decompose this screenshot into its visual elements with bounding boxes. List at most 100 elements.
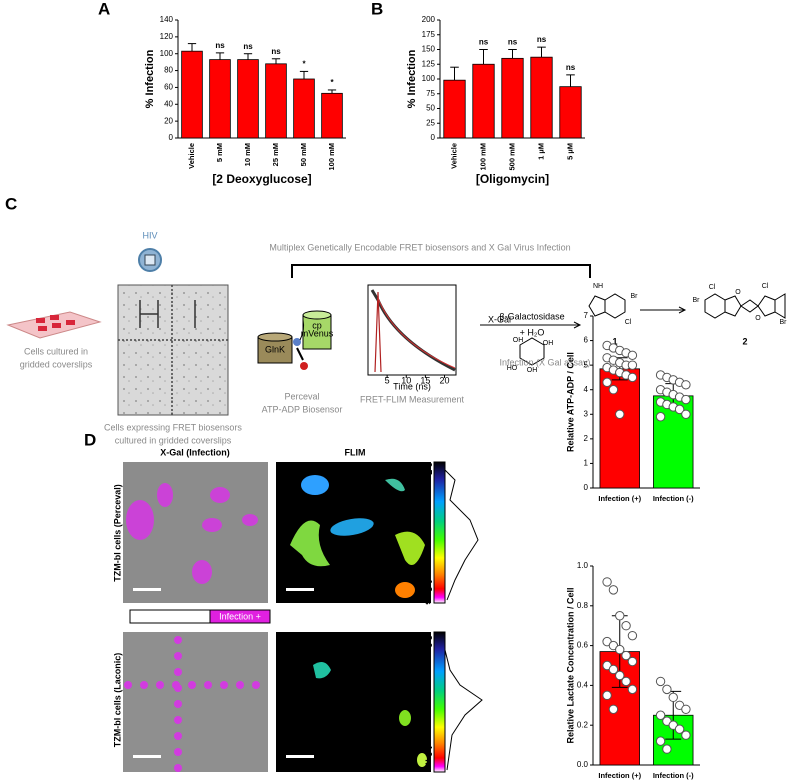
- bar: [501, 57, 524, 139]
- significance-label: ns: [215, 41, 225, 50]
- lifetime-histogram: [444, 649, 483, 771]
- x-tick-label: 25 mM: [271, 143, 280, 166]
- y-tick-label: 80: [164, 66, 173, 75]
- y-tick-label: 1.0: [577, 561, 589, 570]
- xgal-label: X-Gal: [488, 314, 511, 324]
- caption: Cells cultured in: [24, 346, 88, 356]
- significance-label: *: [302, 60, 306, 69]
- data-point: [615, 644, 625, 655]
- caption: Cells expressing FRET biosensors: [104, 422, 242, 432]
- bar: [237, 59, 259, 139]
- data-point: [621, 676, 631, 687]
- data-point: [655, 676, 666, 687]
- grid-dot: [220, 681, 228, 689]
- x-tick-label: Vehicle: [449, 143, 458, 169]
- y-tick-label: 2: [584, 434, 589, 443]
- significance-label: ns: [479, 38, 489, 47]
- y-tick-label: 1: [584, 459, 589, 468]
- y-tick-label: 7: [584, 311, 589, 320]
- data-point: [627, 372, 638, 383]
- x-tick-label: Vehicle: [187, 143, 196, 169]
- decay-xlabel: Time (ns): [393, 381, 431, 391]
- x-tick-label: Infection (-): [653, 771, 694, 780]
- caption: Perceval: [284, 391, 319, 401]
- data-point: [602, 690, 612, 701]
- data-point: [655, 736, 666, 746]
- data-point: [681, 730, 691, 740]
- grid-dot: [174, 652, 182, 660]
- y-tick-label: 40: [164, 99, 173, 108]
- atoms: HO NH Cl Br OH OH OH Cl Br O O Cl Br: [507, 283, 787, 374]
- color-scale: [433, 631, 446, 773]
- compound-number: 2: [742, 336, 747, 346]
- data-point: [615, 611, 625, 621]
- atom-label: OH: [513, 337, 524, 344]
- y-tick-label: 60: [164, 83, 173, 92]
- data-point: [608, 585, 619, 595]
- significance-label: ns: [508, 38, 518, 47]
- panel-c: Multiplex Genetically Encodable FRET bio…: [6, 230, 787, 445]
- atom-label: NH: [593, 283, 603, 290]
- scale-label: 1.3 ns: [424, 579, 434, 605]
- caption: cultured in gridded coverslips: [115, 435, 232, 445]
- data-point: [627, 684, 638, 695]
- significance-label: *: [330, 78, 334, 87]
- y-tick-label: 50: [426, 104, 435, 113]
- atom-label: Cl: [709, 284, 716, 291]
- coverslip-grid: [118, 285, 228, 415]
- significance-label: ns: [243, 42, 253, 51]
- x-tick-label: 100 mM: [478, 143, 487, 171]
- y-tick-label: 0: [169, 133, 174, 142]
- grid-dot: [188, 681, 196, 689]
- data-point: [674, 724, 685, 734]
- data-point: [655, 412, 666, 422]
- x-axis-label: [Oligomycin]: [476, 172, 549, 186]
- decay-tick-label: 10: [401, 375, 411, 385]
- perceval-diagram: [257, 310, 332, 370]
- y-tick-label: 0.8: [577, 601, 589, 610]
- y-tick-label: 200: [422, 15, 436, 24]
- row-label: TZM-bl cells (Laconic): [112, 653, 122, 748]
- bar: [181, 50, 203, 139]
- coverslip-mark: [139, 300, 196, 328]
- data-point: [681, 704, 691, 714]
- y-tick-label: 20: [164, 116, 173, 125]
- data-point: [662, 684, 672, 695]
- bar: [293, 78, 315, 139]
- x-tick-label: 100 mM: [327, 143, 336, 171]
- bar: [265, 63, 287, 139]
- hiv-label: HIV: [142, 230, 157, 240]
- decay-tick-label: 20: [440, 375, 450, 385]
- scale-label: 4.0 ns: [424, 744, 434, 770]
- data-point: [621, 650, 631, 661]
- grid-dot: [174, 716, 182, 724]
- scale-bar: [133, 755, 161, 758]
- data-point: [627, 656, 638, 667]
- y-tick-label: 100: [160, 49, 174, 58]
- panel-letter: B: [371, 0, 383, 18]
- grid-dot: [174, 764, 182, 772]
- bar: [209, 59, 231, 139]
- bar: [530, 56, 553, 139]
- grid-dot: [174, 732, 182, 740]
- y-tick-label: 150: [422, 45, 436, 54]
- y-axis-label: % Infection: [144, 49, 156, 108]
- fit-curve: [377, 297, 456, 369]
- y-tick-label: 3: [584, 409, 589, 418]
- y-tick-label: 120: [160, 32, 174, 41]
- x-tick-label: Infection (-): [653, 494, 694, 503]
- infection-bar-pos: [209, 609, 271, 624]
- data-point: [608, 385, 619, 395]
- grid-dot: [204, 681, 212, 689]
- mvenus-label: mVenus: [301, 328, 334, 338]
- y-tick-label: 4: [584, 385, 589, 394]
- x-tick-label: 500 mM: [507, 143, 516, 171]
- significance-label: ns: [271, 47, 281, 56]
- y-tick-label: 100: [422, 74, 436, 83]
- flim-cells: [313, 661, 427, 767]
- data-point: [602, 377, 612, 388]
- y-tick-label: 140: [160, 15, 174, 24]
- atom-label: OH: [543, 340, 554, 347]
- flim-image: [276, 632, 431, 772]
